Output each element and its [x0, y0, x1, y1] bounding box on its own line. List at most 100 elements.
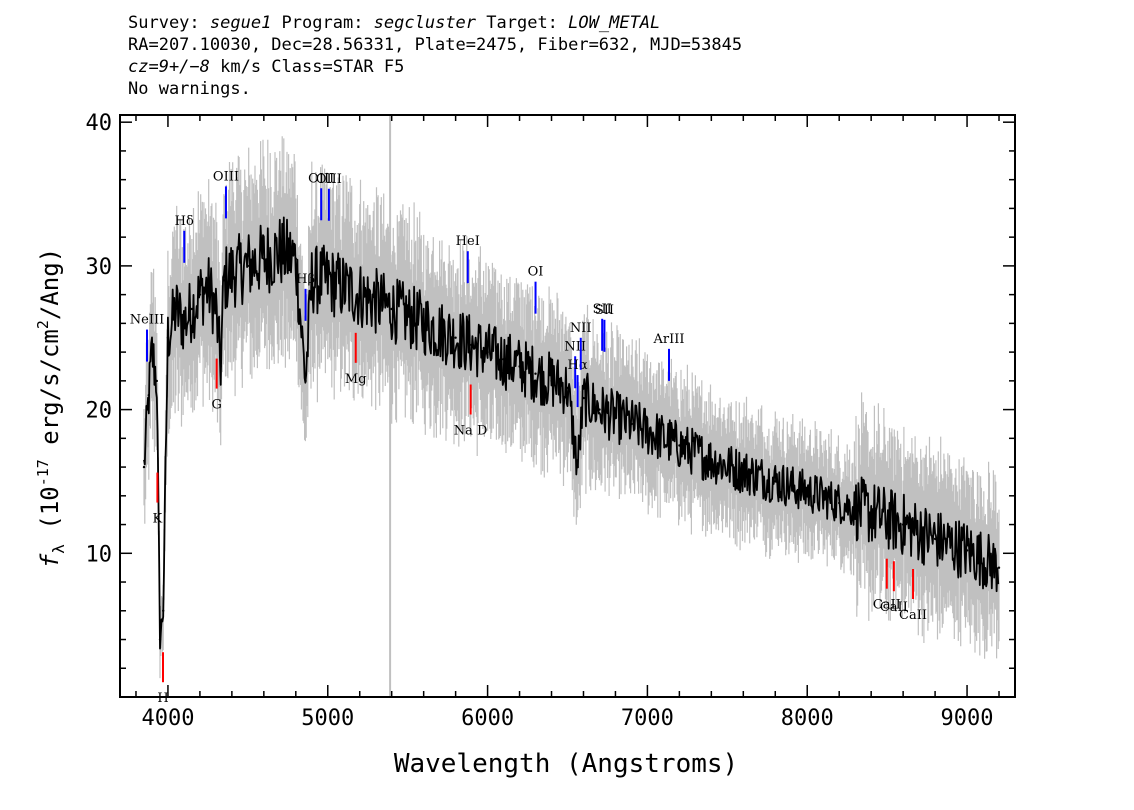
flux-point-14	[222, 279, 226, 282]
flux-point-41	[614, 415, 617, 418]
survey-label: Survey:	[128, 13, 210, 33]
program-value: segcluster	[373, 13, 477, 33]
flux-layer	[142, 216, 1001, 650]
spectral-lines-layer: NeIIIHδOIIIHβOIIIOIIIHeIOINIIHαNIISIISII…	[130, 169, 927, 706]
flux-point-13	[219, 365, 222, 368]
flux-point-19	[294, 257, 297, 260]
line-label-10: NII	[570, 321, 592, 336]
flux-point-4	[158, 638, 162, 641]
flux-point-32	[486, 350, 489, 354]
y-tick-label: 20	[86, 399, 113, 424]
flux-point-38	[576, 465, 579, 469]
line-label-18: Na D	[454, 423, 488, 438]
flux-point-27	[406, 315, 409, 318]
flux-point-36	[550, 379, 553, 383]
header-line-warnings: No warnings.	[128, 79, 251, 99]
flux-point-34	[518, 365, 521, 368]
flux-point-10	[198, 293, 202, 296]
x-axis-label: Wavelength (Angstroms)	[394, 749, 738, 779]
flux-point-20	[304, 379, 307, 383]
header-line-survey: Survey: segue1 Program: segcluster Targe…	[128, 12, 742, 34]
x-tick-label: 6000	[461, 706, 514, 731]
flux-point-46	[742, 470, 745, 473]
class-value: km/s Class=STAR F5	[209, 57, 405, 77]
flux-point-28	[422, 322, 425, 325]
flux-point-42	[630, 422, 633, 426]
line-label-19: CaII	[873, 598, 901, 613]
flux-point-21	[310, 279, 313, 282]
axes-layer: 4000 5000 6000 7000 8000 9000 10 20 30 40	[86, 111, 1016, 731]
flux-point-35	[534, 372, 537, 375]
line-label-7: OI	[528, 265, 544, 280]
line-label-13: ArIII	[652, 332, 684, 347]
flux-point-47	[774, 480, 777, 483]
flux-point-3	[155, 379, 158, 383]
flux-point-29	[438, 329, 441, 332]
flux-point-37	[566, 386, 569, 390]
flux-point-6	[166, 336, 170, 339]
x-tick-label: 4000	[141, 706, 194, 731]
flux-point-44	[678, 444, 681, 447]
redshift-value: cz=9+/−8	[128, 57, 210, 77]
plot-frame	[119, 114, 1016, 698]
line-label-8: NII	[564, 339, 586, 354]
flux-point-1	[147, 394, 150, 397]
line-label-9: Hα	[568, 358, 588, 373]
flux-point-22	[326, 279, 329, 282]
flux-point-24	[358, 293, 361, 296]
line-label-6: HeI	[456, 234, 480, 249]
line-label-20: CaII	[880, 600, 908, 615]
flux-point-54	[997, 566, 1001, 569]
program-label: Program:	[271, 13, 374, 33]
line-label-11: SII	[593, 302, 612, 317]
flux-point-15	[230, 271, 234, 275]
flux-point-17	[262, 257, 265, 260]
flux-point-26	[390, 307, 393, 311]
line-label-3: Hβ	[296, 272, 315, 287]
spectrum-header: Survey: segue1 Program: segcluster Targe…	[128, 12, 742, 100]
line-label-12: SII	[595, 303, 614, 318]
flux-point-39	[582, 396, 585, 400]
flux-point-52	[933, 537, 937, 541]
flux-point-43	[646, 429, 649, 433]
flux-point-25	[374, 300, 377, 303]
flux-point-50	[870, 511, 873, 515]
header-line-coordinates: RA=207.10030, Dec=28.56331, Plate=2475, …	[128, 35, 743, 55]
y-tick-label: 30	[86, 255, 113, 280]
survey-value: segue1	[209, 13, 272, 33]
y-tick-label: 40	[86, 111, 113, 136]
line-label-14: K	[153, 512, 163, 527]
flux-point-23	[342, 286, 345, 289]
line-label-17: Mg	[345, 372, 367, 387]
flux-point-9	[190, 307, 194, 311]
line-label-5: OIII	[316, 172, 342, 187]
line-label-15: H	[157, 691, 168, 706]
flux-point-30	[454, 336, 457, 339]
line-label-0: NeIII	[130, 313, 164, 328]
flux-point-31	[470, 343, 473, 347]
x-tick-label: 9000	[941, 706, 994, 731]
flux-point-51	[901, 523, 905, 526]
line-label-4: OIII	[308, 171, 334, 186]
flux-point-2	[150, 350, 154, 354]
y-axis-label: fλ (10-17 erg/s/cm2/Ang)	[34, 248, 68, 568]
flux-point-16	[246, 264, 250, 268]
target-label: Target:	[476, 13, 569, 33]
line-label-1: Hδ	[175, 214, 194, 229]
flux-point-40	[598, 408, 601, 411]
flux-point-8	[182, 322, 186, 325]
x-tick-label: 7000	[621, 706, 674, 731]
flux-point-48	[806, 490, 809, 493]
flux-point-11	[206, 286, 210, 289]
flux-point-0	[142, 465, 146, 469]
y-tick-label: 10	[86, 542, 113, 567]
flux-series-line	[143, 216, 1000, 650]
x-tick-label: 5000	[301, 706, 354, 731]
x-tick-label: 8000	[781, 706, 834, 731]
target-value: LOW_METAL	[568, 13, 661, 33]
line-label-2: OIII	[213, 169, 239, 184]
line-label-21: CaII	[899, 608, 927, 623]
flux-point-33	[502, 358, 505, 361]
flux-point-18	[278, 250, 281, 253]
